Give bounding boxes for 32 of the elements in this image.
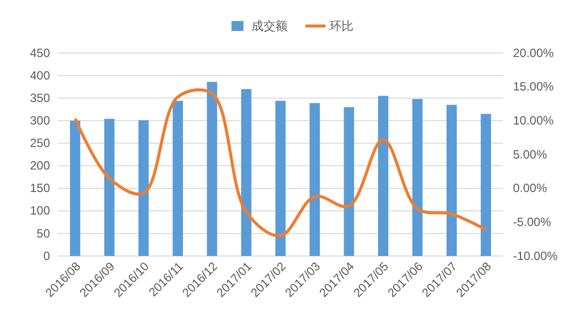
bar — [206, 82, 218, 256]
y-tick-label: 100 — [30, 204, 50, 218]
y-tick-label: 200 — [30, 158, 50, 173]
bar — [344, 107, 354, 256]
bar — [446, 104, 457, 256]
bar — [378, 96, 388, 256]
y2-tick-label: 15.00% — [513, 80, 554, 94]
bar — [310, 103, 320, 256]
y-tick-label: 350 — [30, 90, 50, 105]
y-tick-label: 300 — [30, 114, 50, 128]
y-tick-label: 150 — [30, 181, 50, 196]
y2-tick-label: 5.00% — [513, 147, 548, 162]
bar — [480, 114, 492, 256]
y-tick-label: 400 — [30, 68, 50, 82]
y2-tick-label: 10.00% — [513, 114, 554, 128]
y2-tick-label: -5.00% — [513, 215, 552, 230]
y-tick-label: 250 — [30, 136, 50, 150]
bar — [138, 120, 149, 256]
y-tick-label: 0 — [43, 248, 50, 263]
y-tick-label: 450 — [30, 46, 50, 60]
bar — [412, 99, 423, 256]
legend-label: 环比 — [330, 19, 354, 33]
y-tick-label: 50 — [36, 226, 50, 240]
y2-tick-label: 20.00% — [513, 46, 554, 60]
bar — [241, 89, 252, 256]
bar — [70, 120, 80, 256]
bar — [104, 118, 114, 256]
y2-tick-label: -10.00% — [513, 248, 558, 263]
legend-label: 成交额 — [252, 19, 288, 33]
bar — [172, 100, 183, 256]
y2-tick-label: 0.00% — [513, 181, 548, 196]
bar — [275, 100, 286, 256]
